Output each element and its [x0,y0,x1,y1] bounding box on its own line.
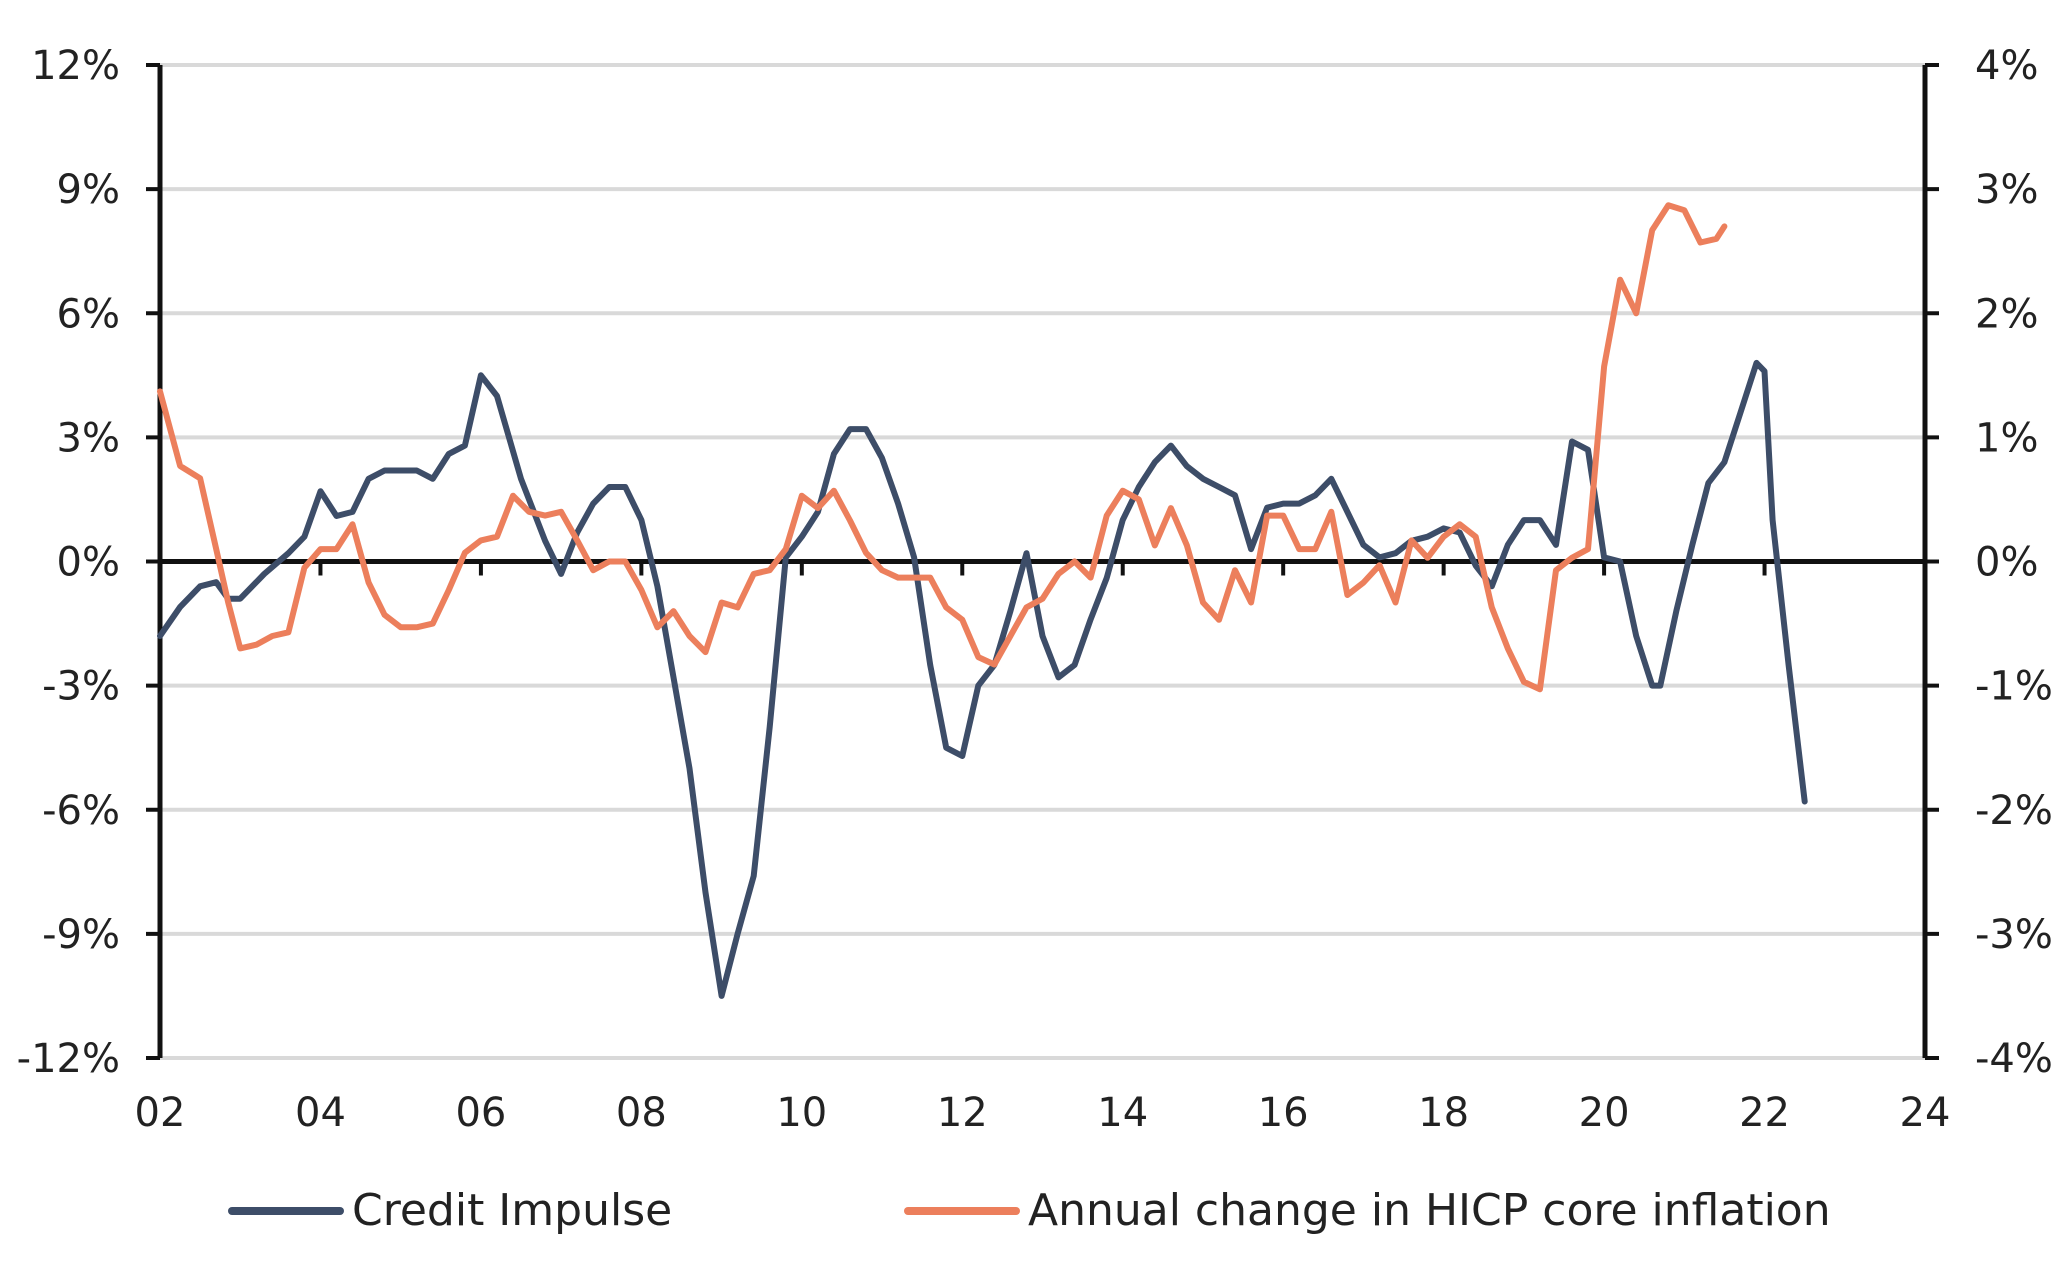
legend-label: Annual change in HICP core inflation [1028,1185,1831,1236]
left-tick-label: -6% [42,788,120,834]
left-tick-label: 9% [57,167,120,213]
right-tick-label: 0% [1975,540,2038,586]
series-line-hicp-core-inflation [157,202,1728,693]
right-tick-label: 3% [1975,167,2038,213]
right-tick-label: 2% [1975,291,2038,337]
x-tick-label: 22 [1739,1090,1790,1136]
x-tick-label: 24 [1900,1090,1951,1136]
left-tick-label: 3% [57,415,120,461]
gridlines [160,63,1925,1060]
left-tick-label: -12% [17,1036,120,1082]
legend: Credit Impulse Annual change in HICP core… [228,1185,1831,1236]
right-tick-label: -1% [1975,664,2053,710]
legend-label: Credit Impulse [352,1185,672,1236]
left-axis-ticks: 12% 9% 6% 3% 0% -3% -6% -9% -12% [17,43,160,1082]
x-tick-label: 18 [1418,1090,1469,1136]
left-tick-label: 12% [31,43,120,89]
x-tick-label: 16 [1258,1090,1309,1136]
series-lines [157,202,1808,999]
x-axis-ticks: 02 04 06 08 10 12 14 16 18 20 22 24 [135,561,1951,1136]
right-tick-label: -3% [1975,912,2053,958]
left-tick-label: -3% [42,664,120,710]
left-tick-label: 6% [57,291,120,337]
left-tick-label: -9% [42,912,120,958]
right-tick-label: -2% [1975,788,2053,834]
right-tick-label: 1% [1975,415,2038,461]
x-tick-label: 06 [455,1090,506,1136]
x-tick-label: 02 [135,1090,186,1136]
x-tick-label: 14 [1097,1090,1148,1136]
x-tick-label: 12 [937,1090,988,1136]
series-line-credit-impulse [157,359,1808,999]
right-tick-label: -4% [1975,1036,2053,1082]
x-tick-label: 10 [776,1090,827,1136]
left-tick-label: 0% [57,540,120,586]
right-axis-ticks: 4% 3% 2% 1% 0% -1% -2% -3% -4% [1925,43,2053,1082]
x-tick-label: 04 [295,1090,346,1136]
right-tick-label: 4% [1975,43,2038,89]
x-tick-label: 08 [616,1090,667,1136]
x-tick-label: 20 [1579,1090,1630,1136]
